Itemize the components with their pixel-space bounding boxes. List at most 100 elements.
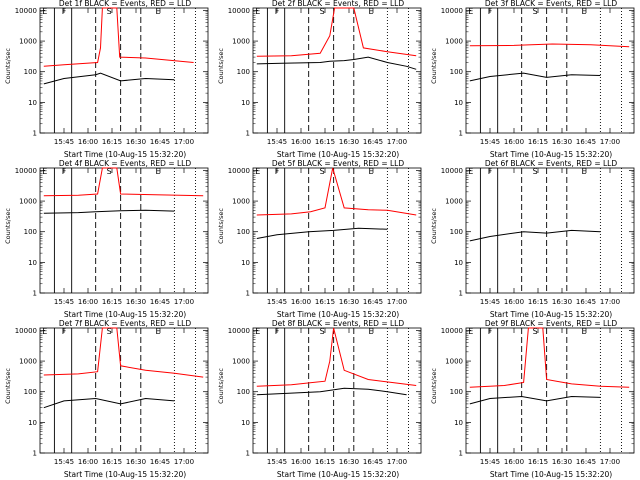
y-tick-label: 10 — [28, 99, 37, 107]
plot-frame — [252, 167, 422, 294]
x-tick-label: 16:00 — [291, 138, 311, 146]
panel-title: Det 9f BLACK = Events, RED = LLD — [484, 319, 618, 328]
y-tick-label: 1000 — [19, 38, 37, 46]
x-tick-label: 16:45 — [363, 298, 383, 306]
x-tick-label: 17:00 — [387, 458, 407, 466]
panel-plot: 1 10 100 1000 10000 15:45 16:00 16:15 16:30 16:45… — [228, 7, 422, 146]
panel-plot: 1 10 100 1000 10000 15:45 16:00 16:15 16:30 16:45… — [441, 167, 635, 306]
attenuator-marker: E — [255, 327, 260, 336]
y-tick-label: 1000 — [19, 358, 37, 366]
x-tick-label: 16:30 — [552, 138, 572, 146]
attenuator-marker: F — [62, 167, 67, 176]
attenuator-marker: E — [255, 7, 260, 16]
x-tick-label: 17:00 — [387, 138, 407, 146]
plot-frame — [39, 327, 209, 454]
y-tick-label: 100 — [237, 228, 250, 236]
x-tick-label: 16:45 — [150, 138, 170, 146]
attenuator-marker: E — [369, 7, 374, 16]
series-line-red — [256, 167, 417, 216]
attenuator-marker: S — [107, 7, 112, 16]
series-line-red — [43, 327, 204, 378]
attenuator-marker: F — [62, 327, 67, 336]
panel-plot: 1 10 100 1000 10000 15:45 16:00 16:15 16:30 16:45… — [228, 167, 422, 306]
series-line-red — [256, 7, 417, 57]
panel-title: Det 5f BLACK = Events, RED = LLD — [271, 159, 405, 168]
series-line-red — [43, 7, 194, 67]
y-tick-label: 100 — [450, 388, 463, 396]
x-tick-label: 16:00 — [291, 298, 311, 306]
plot-frame — [252, 7, 422, 134]
y-tick-label: 10000 — [228, 167, 250, 175]
plot-frame — [465, 327, 635, 454]
x-tick-label: 15:45 — [480, 298, 500, 306]
x-tick-label: 17:00 — [387, 298, 407, 306]
series-line-red — [469, 327, 630, 388]
attenuator-marker: F — [488, 327, 493, 336]
series-line-black — [256, 227, 388, 239]
x-axis-label: Start Time (10-Aug-15 15:32:20) — [63, 310, 187, 319]
y-tick-label: 1 — [33, 450, 37, 458]
panel-title: Det 8f BLACK = Events, RED = LLD — [271, 319, 405, 328]
y-tick-label: 1000 — [445, 358, 463, 366]
y-tick-label: 10 — [28, 419, 37, 427]
x-tick-label: 17:00 — [600, 458, 620, 466]
y-tick-label: 10 — [241, 419, 250, 427]
attenuator-marker: E — [156, 327, 161, 336]
y-tick-label: 1 — [459, 130, 463, 138]
attenuator-marker: E — [156, 7, 161, 16]
attenuator-marker: S — [320, 7, 325, 16]
plot-frame — [465, 167, 635, 294]
y-tick-label: 1 — [459, 450, 463, 458]
x-tick-label: 15:45 — [54, 138, 74, 146]
x-tick-label: 15:45 — [267, 298, 287, 306]
y-axis-label: Counts/sec — [430, 48, 438, 84]
attenuator-marker: S — [320, 167, 325, 176]
y-tick-label: 100 — [237, 68, 250, 76]
x-tick-label: 16:45 — [576, 458, 596, 466]
x-tick-label: 16:30 — [552, 458, 572, 466]
x-tick-label: 16:15 — [102, 298, 122, 306]
attenuator-marker: S — [533, 7, 538, 16]
x-axis-label: Start Time (10-Aug-15 15:32:20) — [63, 150, 187, 159]
attenuator-marker: F — [488, 7, 493, 16]
plot-frame — [252, 327, 422, 454]
attenuator-marker: F — [488, 167, 493, 176]
y-tick-label: 10000 — [15, 7, 37, 15]
plot-frame — [39, 7, 209, 134]
x-tick-label: 16:15 — [102, 458, 122, 466]
x-tick-label: 16:00 — [78, 298, 98, 306]
detector-panel: 1 10 100 1000 10000 15:45 16:00 16:15 16:30 16:45… — [426, 159, 639, 320]
x-tick-label: 16:30 — [339, 138, 359, 146]
detector-panel: 1 10 100 1000 10000 15:45 16:00 16:15 16:30 16:45… — [213, 0, 426, 160]
attenuator-marker: E — [369, 327, 374, 336]
x-tick-label: 16:15 — [528, 138, 548, 146]
series-line-black — [469, 395, 601, 405]
x-tick-label: 15:45 — [267, 138, 287, 146]
y-tick-label: 10 — [454, 99, 463, 107]
x-tick-label: 16:00 — [504, 138, 524, 146]
y-tick-label: 10 — [28, 259, 37, 267]
detector-panel: 1 10 100 1000 10000 15:45 16:00 16:15 16:30 16:45… — [0, 159, 213, 320]
x-tick-label: 16:45 — [150, 458, 170, 466]
x-tick-label: 17:00 — [600, 298, 620, 306]
detector-panel: 1 10 100 1000 10000 15:45 16:00 16:15 16:30 16:45… — [426, 0, 639, 160]
panel-plot: 1 10 100 1000 10000 15:45 16:00 16:15 16:30 16:45… — [441, 7, 635, 146]
x-tick-label: 16:00 — [78, 138, 98, 146]
series-line-black — [256, 56, 417, 70]
y-tick-label: 1000 — [232, 198, 250, 206]
panel-plot: 1 10 100 1000 10000 15:45 16:00 16:15 16:30 16:45… — [15, 167, 209, 306]
x-tick-label: 16:30 — [126, 138, 146, 146]
y-tick-label: 1000 — [232, 358, 250, 366]
attenuator-marker: S — [533, 167, 538, 176]
x-tick-label: 16:15 — [315, 138, 335, 146]
panel-title: Det 2f BLACK = Events, RED = LLD — [271, 0, 405, 8]
attenuator-marker: E — [582, 7, 587, 16]
y-tick-label: 100 — [24, 388, 37, 396]
x-tick-label: 17:00 — [174, 138, 194, 146]
panel-title: Det 7f BLACK = Events, RED = LLD — [58, 319, 192, 328]
y-tick-label: 10 — [454, 419, 463, 427]
series-line-red — [256, 327, 417, 387]
attenuator-marker: E — [369, 167, 374, 176]
plot-frame — [39, 167, 209, 294]
